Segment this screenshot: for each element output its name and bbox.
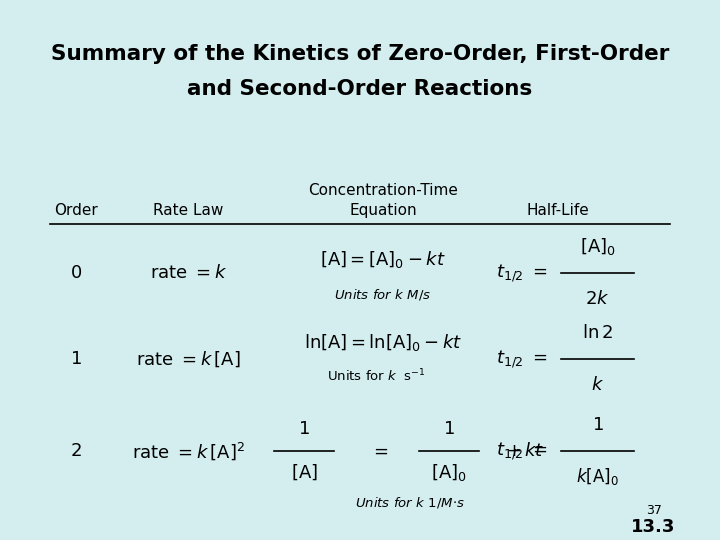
Text: $1$: $1$ (444, 420, 455, 438)
Text: Order: Order (55, 203, 98, 218)
Text: $[\mathrm{A}]$: $[\mathrm{A}]$ (290, 463, 318, 482)
Text: $k$: $k$ (591, 376, 604, 394)
Text: $[\mathrm{A}] = [\mathrm{A}]_0 - kt$: $[\mathrm{A}] = [\mathrm{A}]_0 - kt$ (320, 249, 446, 269)
Text: $1$: $1$ (592, 416, 603, 434)
Text: Concentration-Time: Concentration-Time (308, 183, 458, 198)
Text: 13.3: 13.3 (631, 517, 676, 536)
Text: $+\, kt$: $+\, kt$ (506, 442, 544, 460)
Text: $[\mathrm{A}]_0$: $[\mathrm{A}]_0$ (580, 237, 616, 257)
Text: Summary of the Kinetics of Zero-Order, First-Order: Summary of the Kinetics of Zero-Order, F… (51, 44, 669, 64)
Text: Rate Law: Rate Law (153, 203, 224, 218)
Text: $\it{Units\ for\ k\ M/s}$: $\it{Units\ for\ k\ M/s}$ (335, 287, 432, 302)
Text: 37: 37 (646, 504, 662, 517)
Text: $t_{1/2}\ =$: $t_{1/2}\ =$ (495, 348, 547, 370)
Text: $\it{Units\ for\ k\ 1/M{\cdot}s}$: $\it{Units\ for\ k\ 1/M{\cdot}s}$ (354, 495, 464, 510)
Text: $2$: $2$ (71, 442, 82, 460)
Text: $2k$: $2k$ (585, 289, 610, 308)
Text: Half-Life: Half-Life (526, 203, 589, 218)
Text: rate $= k\,[\mathrm{A}]^2$: rate $= k\,[\mathrm{A}]^2$ (132, 440, 245, 462)
Text: rate $= k$: rate $= k$ (150, 264, 228, 282)
Text: $\ln 2$: $\ln 2$ (582, 324, 613, 342)
Text: $t_{1/2}\ =$: $t_{1/2}\ =$ (495, 440, 547, 462)
Text: $t_{1/2}\ =$: $t_{1/2}\ =$ (495, 262, 547, 284)
Text: $0$: $0$ (71, 264, 82, 282)
Text: Units for $k$  s$^{-1}$: Units for $k$ s$^{-1}$ (328, 368, 426, 384)
Text: $=$: $=$ (371, 442, 389, 460)
Text: $[\mathrm{A}]_0$: $[\mathrm{A}]_0$ (431, 462, 467, 483)
Text: $k[\mathrm{A}]_0$: $k[\mathrm{A}]_0$ (576, 467, 619, 487)
Text: $1$: $1$ (298, 420, 310, 438)
Text: Equation: Equation (349, 203, 417, 218)
Text: rate $= k\,[\mathrm{A}]$: rate $= k\,[\mathrm{A}]$ (136, 349, 240, 369)
Text: $\ln[\mathrm{A}] = \ln[\mathrm{A}]_0 - kt$: $\ln[\mathrm{A}] = \ln[\mathrm{A}]_0 - k… (304, 333, 462, 353)
Text: and Second-Order Reactions: and Second-Order Reactions (187, 79, 533, 99)
Text: $1$: $1$ (71, 350, 82, 368)
